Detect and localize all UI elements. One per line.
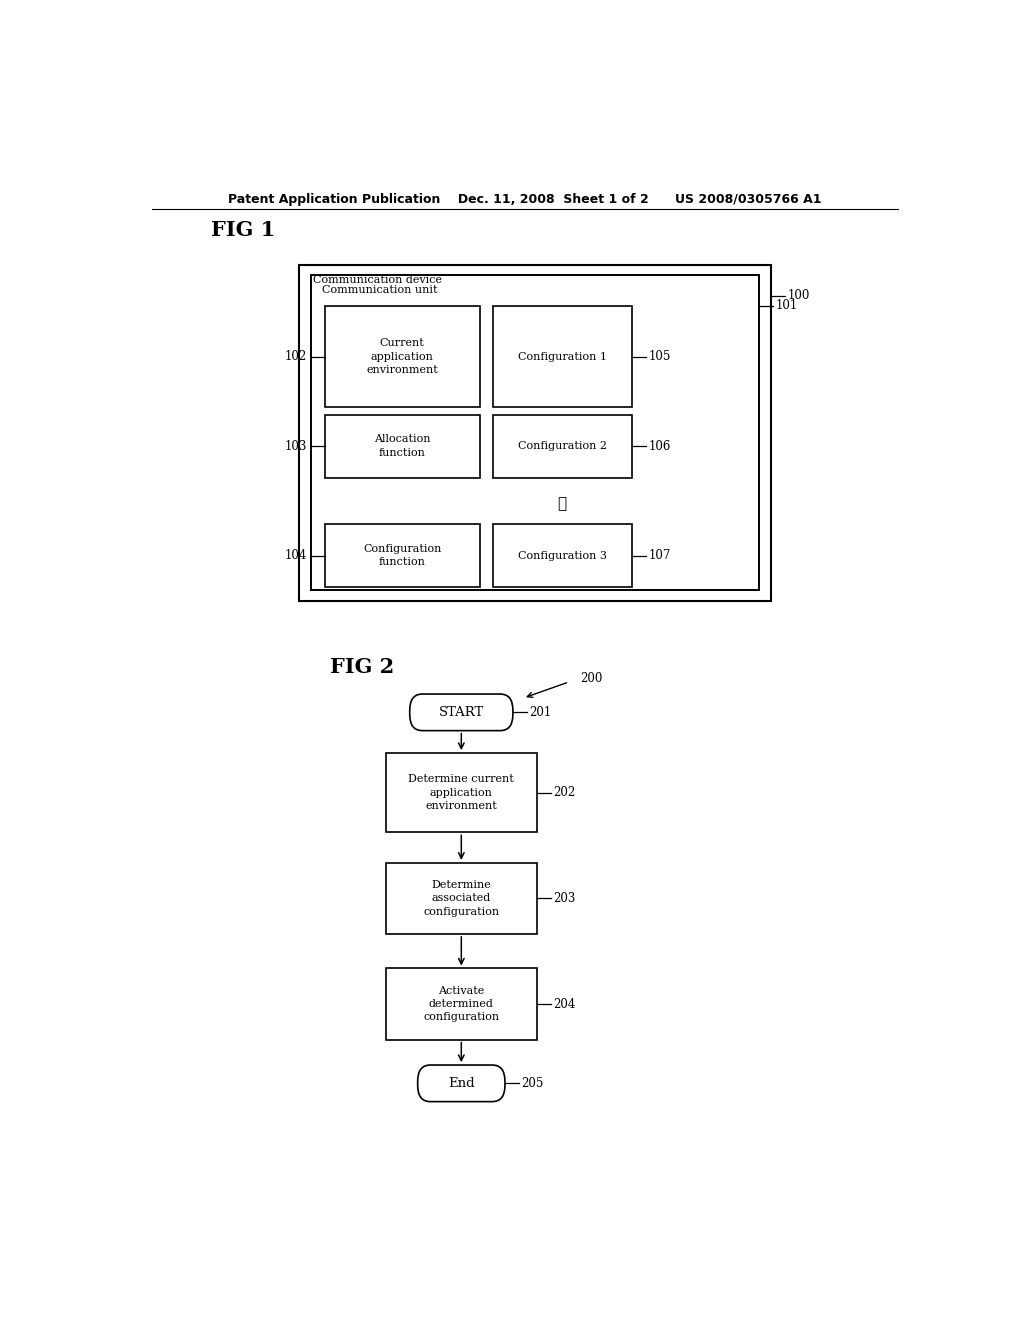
Text: 201: 201: [529, 706, 552, 719]
Text: Activate
determined
configuration: Activate determined configuration: [423, 986, 500, 1022]
Text: Communication device: Communication device: [313, 276, 442, 285]
Text: ⋮: ⋮: [557, 496, 566, 511]
Text: Configuration 1: Configuration 1: [518, 351, 607, 362]
Text: FIG 2: FIG 2: [331, 656, 394, 677]
Text: Configuration 2: Configuration 2: [518, 441, 607, 451]
Text: 107: 107: [648, 549, 671, 562]
Text: 200: 200: [581, 672, 603, 685]
Text: 205: 205: [521, 1077, 544, 1090]
Text: START: START: [438, 706, 484, 719]
Text: 103: 103: [285, 440, 307, 453]
Text: Determine
associated
configuration: Determine associated configuration: [423, 880, 500, 916]
FancyBboxPatch shape: [494, 306, 632, 408]
Text: Configuration
function: Configuration function: [362, 544, 441, 568]
FancyBboxPatch shape: [418, 1065, 505, 1102]
Text: Allocation
function: Allocation function: [374, 434, 430, 458]
FancyBboxPatch shape: [325, 306, 479, 408]
Text: 105: 105: [648, 350, 671, 363]
Text: 100: 100: [787, 289, 810, 302]
FancyBboxPatch shape: [494, 414, 632, 478]
Text: 102: 102: [285, 350, 307, 363]
FancyBboxPatch shape: [299, 265, 771, 601]
Text: Current
application
environment: Current application environment: [367, 338, 438, 375]
FancyBboxPatch shape: [494, 524, 632, 587]
FancyBboxPatch shape: [325, 414, 479, 478]
Text: 106: 106: [648, 440, 671, 453]
FancyBboxPatch shape: [386, 969, 537, 1040]
FancyBboxPatch shape: [310, 276, 759, 590]
Text: Configuration 3: Configuration 3: [518, 550, 607, 561]
Text: Communication unit: Communication unit: [323, 285, 438, 296]
Text: 204: 204: [553, 998, 575, 1011]
FancyBboxPatch shape: [386, 752, 537, 833]
Text: End: End: [447, 1077, 475, 1090]
Text: Patent Application Publication    Dec. 11, 2008  Sheet 1 of 2      US 2008/03057: Patent Application Publication Dec. 11, …: [228, 193, 821, 206]
Text: Determine current
application
environment: Determine current application environmen…: [409, 775, 514, 810]
Text: 101: 101: [775, 300, 798, 313]
FancyBboxPatch shape: [410, 694, 513, 731]
FancyBboxPatch shape: [386, 863, 537, 935]
Text: 203: 203: [553, 892, 575, 904]
Text: 104: 104: [285, 549, 307, 562]
FancyBboxPatch shape: [325, 524, 479, 587]
Text: 202: 202: [553, 787, 575, 799]
Text: FIG 1: FIG 1: [211, 219, 275, 239]
